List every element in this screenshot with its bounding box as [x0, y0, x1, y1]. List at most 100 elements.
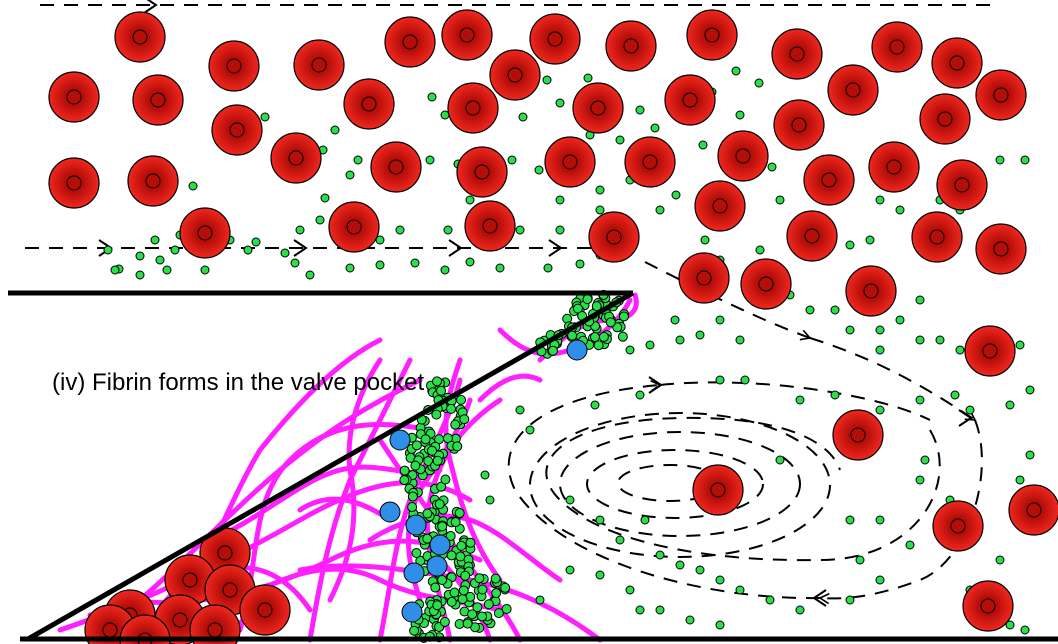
- platelet-icon: [650, 123, 660, 133]
- red-blood-cell-icon: [189, 604, 241, 644]
- valve-leaflet-diagonal: [26, 290, 635, 642]
- platelet-icon: [895, 315, 905, 325]
- red-blood-cell-icon: [48, 71, 100, 123]
- flow-arrow-icon: [293, 239, 308, 257]
- platelet-icon: [875, 195, 885, 205]
- platelet-icon: [251, 237, 261, 247]
- red-blood-cell-icon: [127, 155, 179, 207]
- platelet-icon: [507, 155, 517, 165]
- platelet-icon: [431, 409, 442, 420]
- flow-arrow-icon: [548, 239, 563, 257]
- red-blood-cell-icon: [827, 64, 879, 116]
- flow-streamline: [507, 380, 821, 600]
- platelet-icon: [1015, 475, 1025, 485]
- red-blood-cell-icon: [692, 464, 744, 516]
- platelet-icon: [915, 475, 925, 485]
- platelet-icon: [103, 245, 113, 255]
- red-blood-cell-icon: [931, 37, 983, 89]
- platelet-icon: [458, 585, 469, 596]
- platelet-icon: [1005, 620, 1015, 630]
- platelet-icon: [480, 470, 490, 480]
- platelet-icon: [754, 78, 764, 88]
- platelet-icon: [895, 205, 905, 215]
- platelet-icon: [411, 548, 422, 559]
- platelet-icon: [430, 582, 441, 593]
- platelet-icon: [260, 112, 270, 122]
- platelet-icon: [465, 257, 475, 267]
- platelet-icon: [995, 155, 1005, 165]
- platelet-icon: [446, 403, 457, 414]
- red-blood-cell-icon: [845, 265, 897, 317]
- flow-arrow-icon: [958, 409, 973, 427]
- fibrin-strand: [297, 563, 603, 643]
- platelet-icon: [200, 265, 210, 275]
- platelet-icon: [675, 560, 685, 570]
- platelet-icon: [525, 425, 535, 435]
- platelet-icon: [483, 599, 494, 610]
- platelet-icon: [432, 600, 443, 611]
- platelet-icon: [410, 460, 421, 471]
- platelet-icon: [353, 155, 363, 165]
- platelet-icon: [595, 185, 605, 195]
- platelet-icon: [467, 609, 478, 620]
- platelet-icon: [450, 517, 461, 528]
- platelet-icon: [830, 390, 840, 400]
- platelet-icon: [655, 205, 665, 215]
- red-blood-cell-icon: [132, 74, 184, 126]
- platelet-icon: [715, 315, 725, 325]
- red-blood-cell-icon: [447, 82, 499, 134]
- platelet-icon: [625, 345, 635, 355]
- caption: (iv) Fibrin forms in the valve pocket: [52, 369, 425, 396]
- platelet-icon: [905, 540, 915, 550]
- red-blood-cell-icon: [868, 141, 920, 193]
- leukocyte-icon: [405, 514, 427, 536]
- platelet-icon: [135, 251, 145, 261]
- platelet-icon: [565, 495, 575, 505]
- platelet-icon: [950, 390, 960, 400]
- platelet-icon: [495, 263, 505, 273]
- flow-streamline: [545, 416, 941, 562]
- platelet-icon: [645, 340, 655, 350]
- platelet-icon: [449, 587, 460, 598]
- red-blood-cell-icon: [694, 180, 746, 232]
- leukocyte-icon: [429, 534, 451, 556]
- platelet-icon: [565, 565, 575, 575]
- platelet-icon: [640, 515, 650, 525]
- platelet-icon: [320, 193, 330, 203]
- platelet-icon: [695, 565, 705, 575]
- platelet-icon: [437, 575, 448, 586]
- platelet-icon: [150, 235, 160, 245]
- platelet-icon: [454, 508, 465, 519]
- platelet-icon: [695, 330, 705, 340]
- platelet-icon: [920, 455, 930, 465]
- red-blood-cell-icon: [975, 223, 1027, 275]
- platelet-icon: [501, 604, 512, 615]
- platelet-icon: [735, 585, 745, 595]
- leukocyte-icon: [401, 601, 423, 623]
- platelet-icon: [135, 270, 145, 280]
- platelet-icon: [443, 225, 453, 235]
- platelet-icon: [915, 335, 925, 345]
- platelet-icon: [855, 555, 865, 565]
- platelet-icon: [436, 481, 447, 492]
- red-blood-cell-icon: [932, 500, 984, 552]
- red-blood-cell-icon: [911, 211, 963, 263]
- red-blood-cell-icon: [1008, 484, 1058, 536]
- red-blood-cell-icon: [239, 584, 291, 636]
- platelet-icon: [459, 414, 470, 425]
- platelet-icon: [572, 303, 583, 314]
- flow-arrow-icon: [143, 0, 158, 14]
- platelet-icon: [698, 140, 708, 150]
- platelet-icon: [395, 225, 405, 235]
- red-blood-cell-icon: [936, 159, 988, 211]
- platelet-icon: [731, 66, 741, 76]
- flow-arrow-icon: [448, 239, 463, 257]
- platelet-icon: [795, 605, 805, 615]
- red-blood-cell-icon: [48, 157, 100, 209]
- platelet-icon: [715, 620, 725, 630]
- platelet-icon: [345, 170, 355, 180]
- platelet-icon: [436, 385, 447, 396]
- platelet-icon: [440, 474, 451, 485]
- platelet-icon: [500, 582, 511, 593]
- red-blood-cell-icon: [605, 20, 657, 72]
